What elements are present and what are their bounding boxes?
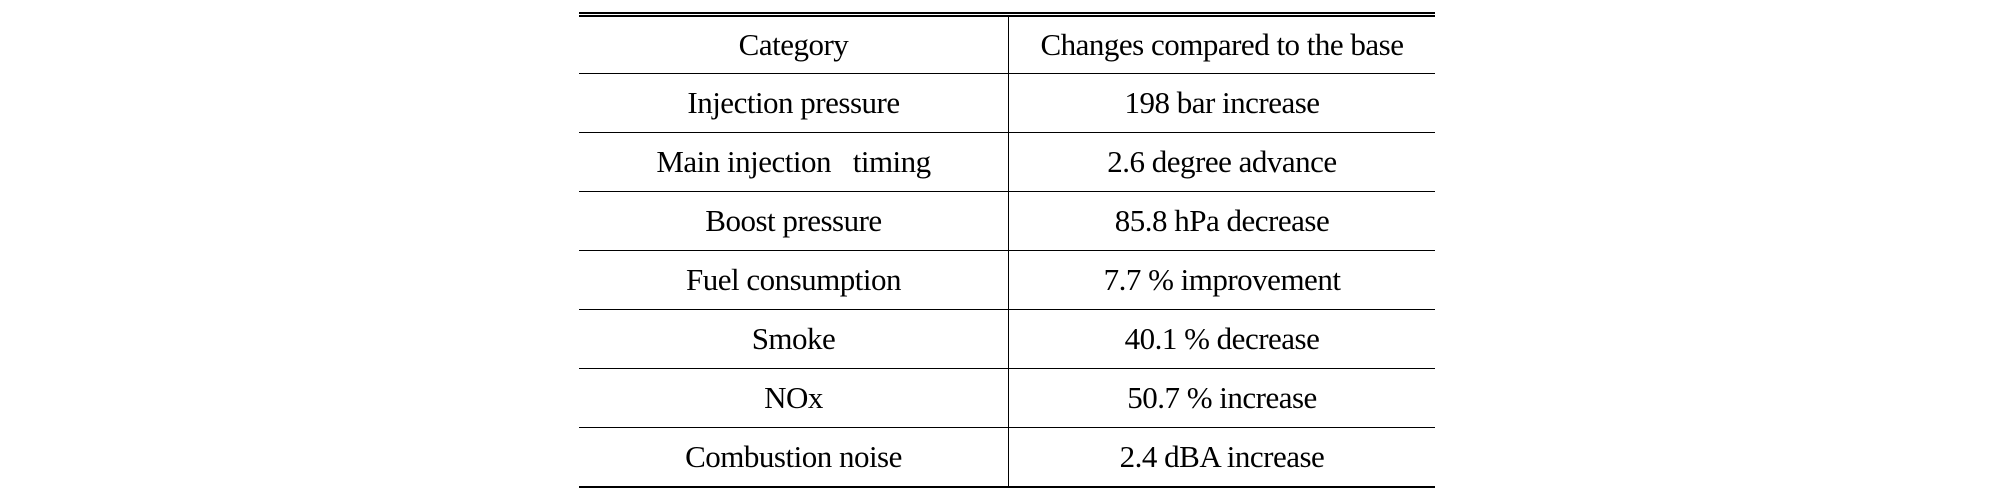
table-cell: 40.1 % decrease (1008, 309, 1435, 369)
table-cell: 85.8 hPa decrease (1008, 191, 1435, 251)
header-row: Category Changes compared to the base (579, 14, 1435, 74)
table-row: Fuel consumption 7.7 % improvement (579, 250, 1435, 310)
table-row: Main injection timing 2.6 degree advance (579, 132, 1435, 192)
table-cell: Main injection timing (579, 132, 1009, 192)
header-cell: Category (579, 14, 1009, 74)
table-cell: NOx (579, 368, 1009, 428)
table-cell: Boost pressure (579, 191, 1009, 251)
table-cell: 50.7 % increase (1008, 368, 1435, 428)
table-cell: Fuel consumption (579, 250, 1009, 310)
table-row: Combustion noise 2.4 dBA increase (579, 427, 1435, 487)
table-cell: 2.4 dBA increase (1008, 427, 1435, 487)
table-row: Injection pressure 198 bar increase (579, 73, 1435, 133)
table-cell: Combustion noise (579, 427, 1009, 487)
table-cell: Smoke (579, 309, 1009, 369)
table-row: Boost pressure 85.8 hPa decrease (579, 191, 1435, 251)
table-cell: Injection pressure (579, 73, 1009, 133)
table-cell: 2.6 degree advance (1008, 132, 1435, 192)
table-row: Smoke 40.1 % decrease (579, 309, 1435, 369)
table-cell: 7.7 % improvement (1008, 250, 1435, 310)
table-cell: 198 bar increase (1008, 73, 1435, 133)
header-cell: Changes compared to the base (1040, 27, 1404, 62)
data-table: Category Changes compared to the base Inje… (579, 12, 1435, 488)
table-row: NOx 50.7 % increase (579, 368, 1435, 428)
